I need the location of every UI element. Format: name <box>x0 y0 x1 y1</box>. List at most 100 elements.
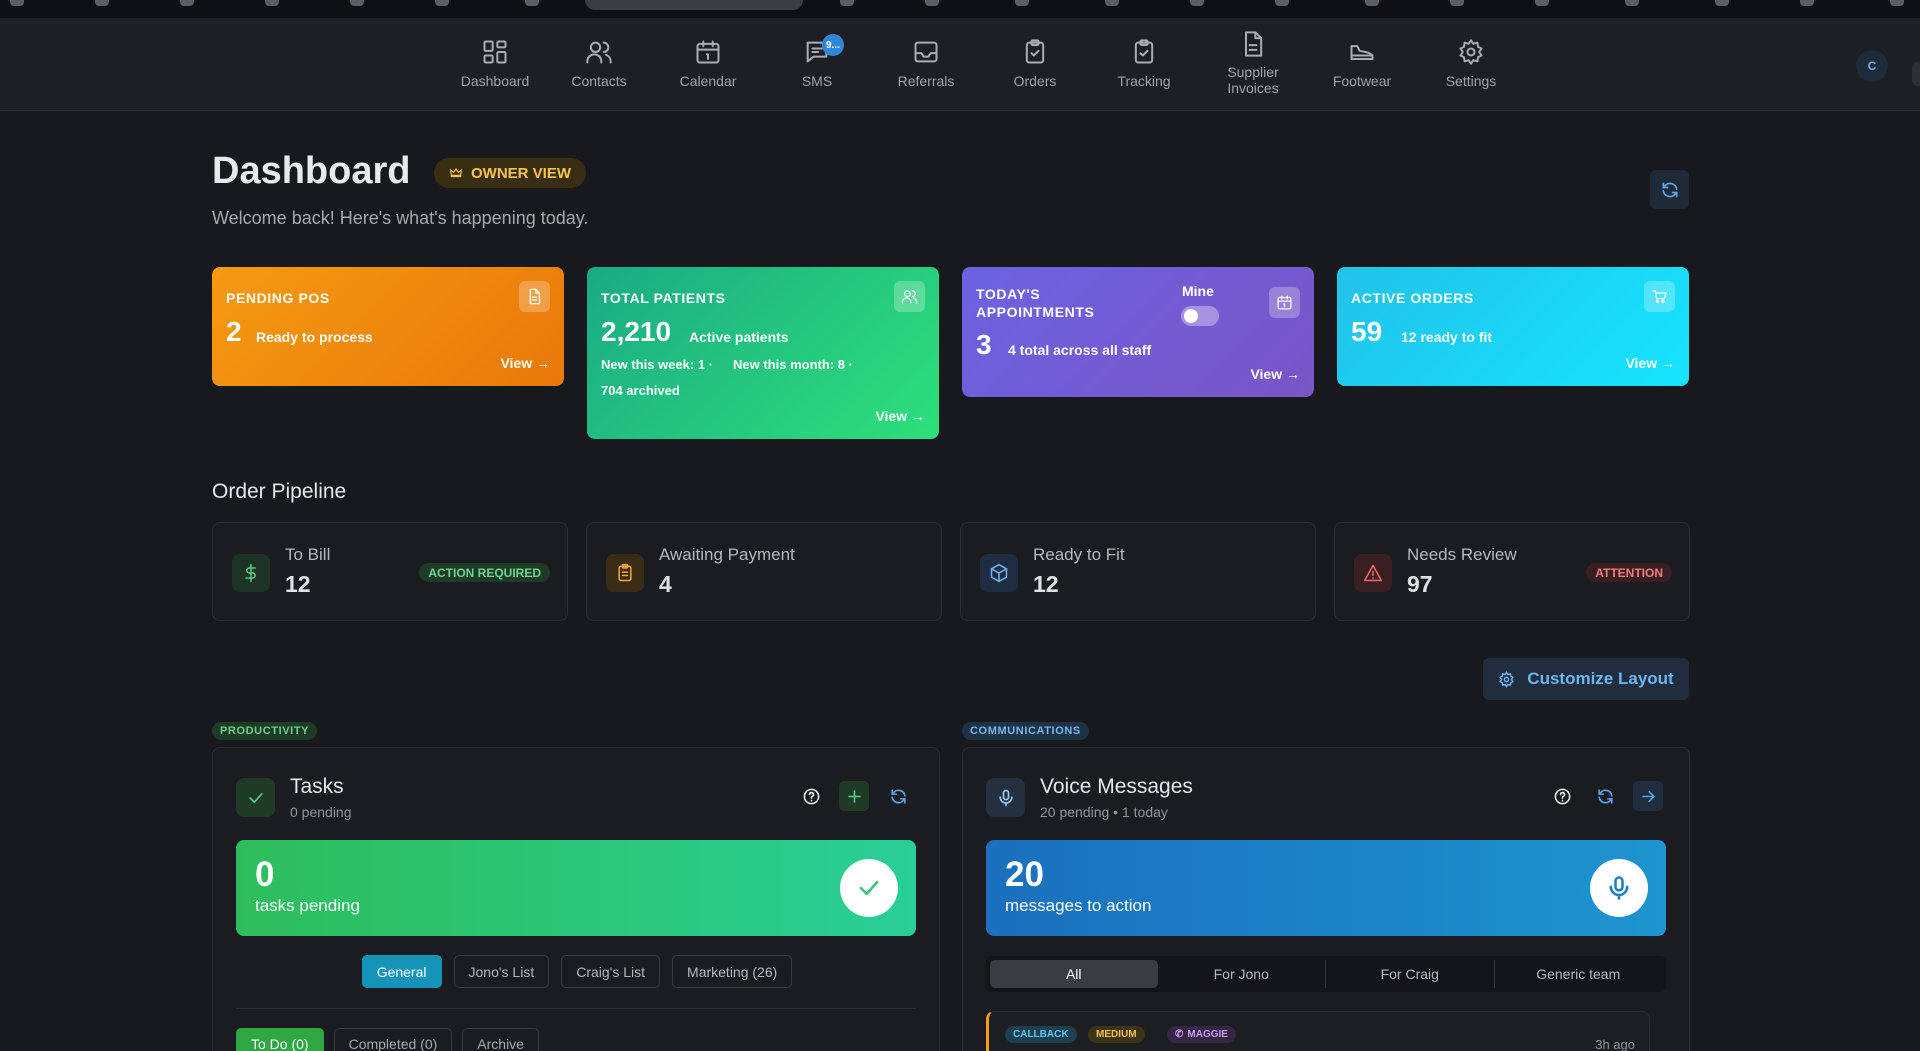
card-value: 59 <box>1351 316 1383 347</box>
refresh-voice-button[interactable] <box>1590 781 1620 811</box>
nav-contacts[interactable]: Contacts <box>544 18 654 111</box>
pipeline-label: Ready to Fit <box>1033 545 1125 564</box>
shoe-icon <box>1350 45 1374 60</box>
voice-message-item[interactable]: CALLBACK MEDIUM ✆ MAGGIE 3h ago <box>986 1011 1650 1051</box>
card-subtitle: 4 total across all staff <box>1008 342 1152 358</box>
voice-filter-tabs: All For Jono For Craig Generic team <box>986 956 1666 992</box>
refresh-icon <box>1597 788 1613 804</box>
nav-dashboard[interactable]: Dashboard <box>440 18 550 111</box>
list-tab-jono[interactable]: Jono's List <box>453 955 550 988</box>
pipeline-ready-to-fit[interactable]: Ready to Fit 12 <box>960 522 1316 621</box>
help-button[interactable] <box>796 781 826 811</box>
pipeline-to-bill[interactable]: To Bill 12 ACTION REQUIRED <box>212 522 568 621</box>
arrow-right-icon <box>1641 790 1655 802</box>
card-title: ACTIVE ORDERS <box>1351 290 1474 306</box>
tab-todo[interactable]: To Do (0) <box>236 1028 324 1051</box>
filter-generic-team[interactable]: Generic team <box>1536 966 1621 982</box>
add-task-button[interactable] <box>839 781 869 811</box>
pending-pos-card[interactable]: PENDING POS 2 Ready to process View → <box>212 267 564 386</box>
new-this-month: New this month: 8 · <box>733 357 853 372</box>
list-tab-craig[interactable]: Craig's List <box>561 955 661 988</box>
action-required-badge: ACTION REQUIRED <box>419 563 550 582</box>
user-avatar[interactable]: C <box>1856 50 1888 82</box>
list-tab-marketing[interactable]: Marketing (26) <box>672 955 793 988</box>
nav-calendar[interactable]: Calendar <box>653 18 763 111</box>
nav-supplier-invoices[interactable]: Supplier Invoices <box>1198 18 1308 111</box>
productivity-tag: PRODUCTIVITY <box>212 722 318 740</box>
gear-icon <box>1499 670 1515 688</box>
plus-icon <box>847 789 861 803</box>
divider <box>236 1008 916 1009</box>
tab-archive[interactable]: Archive <box>462 1028 539 1051</box>
active-orders-card[interactable]: ACTIVE ORDERS 59 12 ready to fit View → <box>1337 267 1689 386</box>
clipboard-icon <box>606 554 644 592</box>
view-link[interactable]: View → <box>500 355 550 371</box>
refresh-tasks-button[interactable] <box>883 781 913 811</box>
calendar-icon <box>696 40 720 64</box>
dollar-icon <box>232 554 270 592</box>
pipeline-label: Needs Review <box>1407 545 1517 564</box>
customize-layout-button[interactable]: Customize Layout <box>1483 658 1689 700</box>
view-link[interactable]: View → <box>875 408 925 424</box>
priority-badge: MEDIUM <box>1088 1026 1145 1043</box>
nav-sms[interactable]: SMS 9... <box>762 18 872 111</box>
phone-icon: ✆ <box>1175 1029 1184 1040</box>
pipeline-needs-review[interactable]: Needs Review 97 ATTENTION <box>1334 522 1690 621</box>
card-subtitle: Ready to process <box>256 329 373 345</box>
pipeline-label: To Bill <box>285 545 331 564</box>
new-this-week: New this week: 1 · <box>601 357 713 372</box>
nav-label: Footwear <box>1332 73 1392 89</box>
nav-label: Orders <box>1013 73 1057 89</box>
pipeline-value: 12 <box>1033 571 1059 597</box>
crown-icon <box>450 167 462 178</box>
voice-messages-subtitle: 20 pending • 1 today <box>1040 804 1168 820</box>
check-icon <box>840 859 898 917</box>
card-title: TOTAL PATIENTS <box>601 290 726 306</box>
nav-label: Contacts <box>571 73 627 89</box>
mine-label: Mine <box>1182 283 1214 299</box>
list-tab-general[interactable]: General <box>361 955 442 988</box>
refresh-button[interactable] <box>1650 170 1689 209</box>
active-browser-tab[interactable] <box>585 0 803 10</box>
voice-messages-title: Voice Messages <box>1040 775 1193 798</box>
card-title: PENDING POS <box>226 290 330 306</box>
nav-footwear[interactable]: Footwear <box>1307 18 1417 111</box>
nav-label: Calendar <box>679 73 737 89</box>
document-icon <box>519 281 550 312</box>
attention-badge: ATTENTION <box>1586 563 1672 582</box>
owner-view-label: OWNER VIEW <box>471 164 571 182</box>
view-link[interactable]: View → <box>1625 355 1675 371</box>
tasks-pending-hero: 0 tasks pending <box>236 840 916 936</box>
nav-orders[interactable]: Orders <box>980 18 1090 111</box>
side-panel-handle[interactable] <box>1912 62 1920 86</box>
card-title: TODAY'S APPOINTMENTS <box>976 286 1095 320</box>
view-link[interactable]: View → <box>1250 366 1300 382</box>
nav-referrals[interactable]: Referrals <box>871 18 981 111</box>
owner-view-badge: OWNER VIEW <box>434 158 586 188</box>
inbox-icon <box>914 41 938 63</box>
calendar-icon <box>1269 287 1300 318</box>
filter-for-craig[interactable]: For Craig <box>1326 960 1495 988</box>
refresh-icon <box>890 788 906 804</box>
help-icon <box>1554 788 1570 804</box>
help-button[interactable] <box>1547 781 1577 811</box>
filter-for-jono[interactable]: For Jono <box>1158 960 1326 988</box>
tasks-pending-caption: tasks pending <box>255 896 360 915</box>
mine-toggle[interactable] <box>1181 306 1219 326</box>
pipeline-awaiting-payment[interactable]: Awaiting Payment 4 <box>586 522 942 621</box>
contacts-icon <box>586 41 612 64</box>
users-icon <box>894 281 925 312</box>
todays-appointments-card[interactable]: TODAY'S APPOINTMENTS Mine 3 4 total acros… <box>962 267 1314 397</box>
pipeline-value: 97 <box>1407 571 1433 597</box>
tasks-title: Tasks <box>290 775 344 798</box>
help-icon <box>803 788 819 804</box>
open-voice-messages-button[interactable] <box>1633 781 1663 811</box>
nav-settings[interactable]: Settings <box>1416 18 1526 111</box>
microphone-icon <box>986 778 1025 817</box>
tab-completed[interactable]: Completed (0) <box>333 1028 453 1051</box>
card-value: 2,210 <box>601 316 672 347</box>
nav-tracking[interactable]: Tracking <box>1089 18 1199 111</box>
pipeline-value: 4 <box>659 571 672 597</box>
filter-all[interactable]: All <box>990 960 1158 988</box>
total-patients-card[interactable]: TOTAL PATIENTS 2,210 Active patients New… <box>587 267 939 439</box>
